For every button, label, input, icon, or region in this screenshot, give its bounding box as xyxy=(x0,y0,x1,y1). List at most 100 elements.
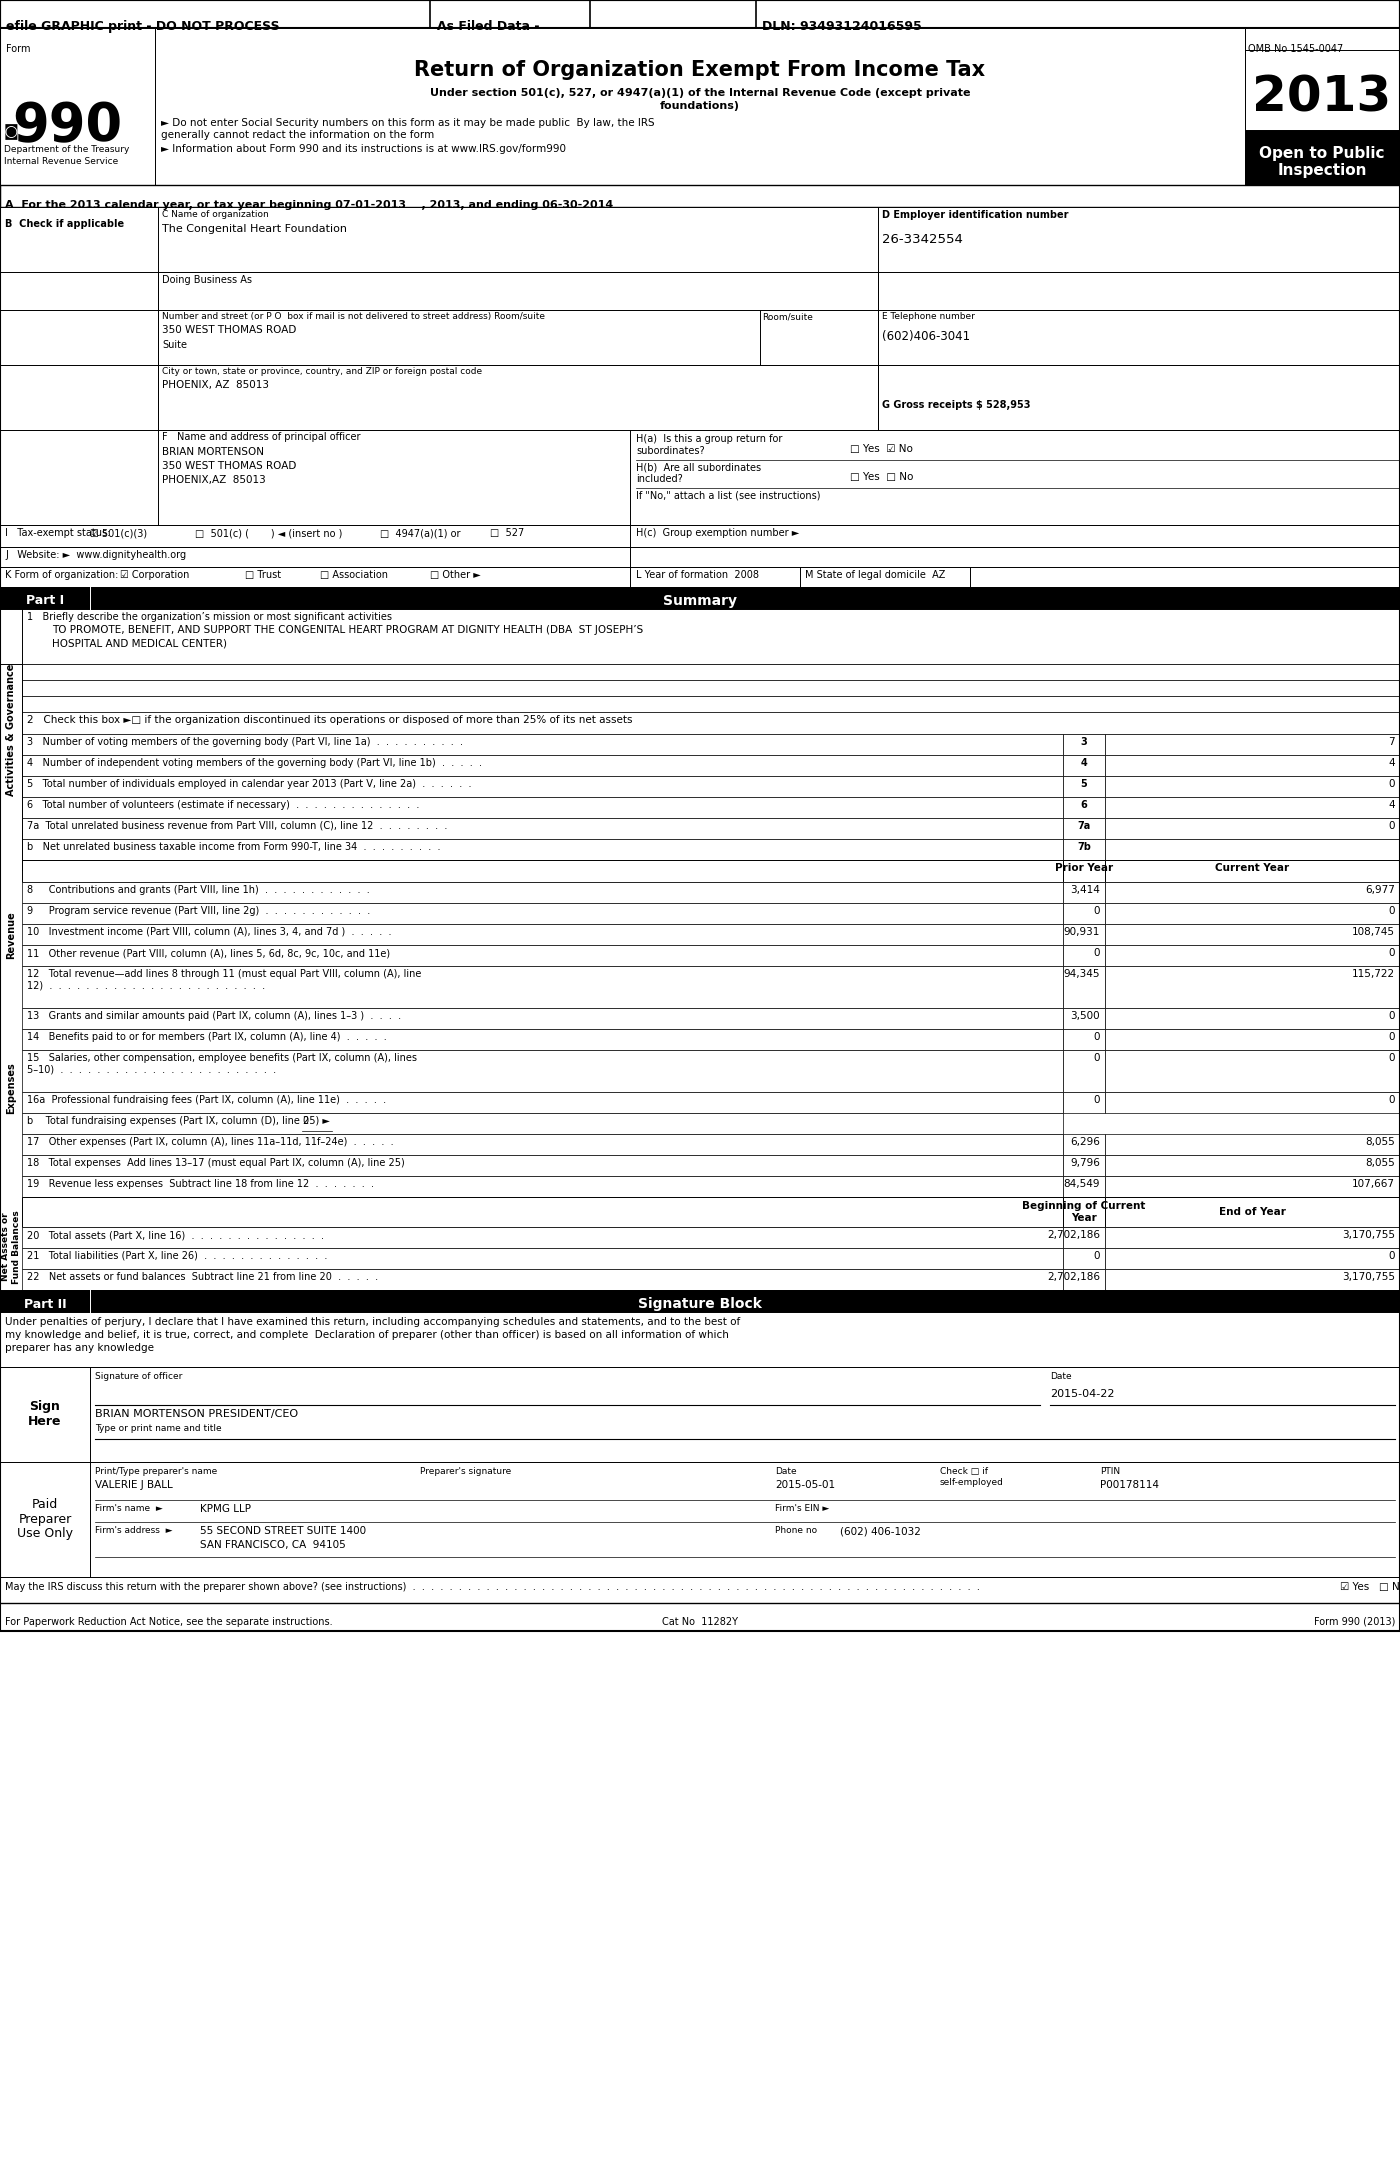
Bar xyxy=(0,0,1400,1632)
Bar xyxy=(22,818,1063,840)
Text: The Congenital Heart Foundation: The Congenital Heart Foundation xyxy=(162,225,347,234)
Text: □ Yes  □ No: □ Yes □ No xyxy=(850,472,913,483)
Text: b    Total fundraising expenses (Part IX, column (D), line 25) ►: b Total fundraising expenses (Part IX, c… xyxy=(27,1117,330,1125)
Text: 6   Total number of volunteers (estimate if necessary)  .  .  .  .  .  .  .  .  : 6 Total number of volunteers (estimate i… xyxy=(27,801,420,809)
Bar xyxy=(0,586,1400,608)
Text: 9,796: 9,796 xyxy=(1070,1158,1100,1169)
Text: □ Trust: □ Trust xyxy=(245,569,281,580)
Bar xyxy=(1063,818,1105,840)
Text: 0: 0 xyxy=(1389,820,1394,831)
Bar xyxy=(22,1134,1063,1156)
Text: 0: 0 xyxy=(1093,1095,1100,1106)
Bar xyxy=(1105,1268,1400,1290)
Text: Net Assets or
Fund Balances: Net Assets or Fund Balances xyxy=(1,1210,21,1283)
Text: self-employed: self-employed xyxy=(939,1478,1004,1487)
Bar xyxy=(1063,777,1105,796)
Bar xyxy=(0,273,1400,309)
Text: As Filed Data -: As Filed Data - xyxy=(437,19,539,32)
Text: 7b: 7b xyxy=(1077,842,1091,853)
Bar xyxy=(1063,1030,1105,1050)
Text: F   Name and address of principal officer: F Name and address of principal officer xyxy=(162,433,361,441)
Text: Beginning of Current: Beginning of Current xyxy=(1022,1201,1145,1212)
Bar xyxy=(22,796,1063,818)
Text: 3,170,755: 3,170,755 xyxy=(1343,1229,1394,1240)
Text: 0: 0 xyxy=(1093,1251,1100,1262)
Text: 0: 0 xyxy=(1389,948,1394,959)
Text: 0: 0 xyxy=(302,1117,308,1125)
Bar xyxy=(22,1008,1063,1030)
Text: Suite: Suite xyxy=(162,340,188,351)
Bar xyxy=(0,28,1400,184)
Text: 2,702,186: 2,702,186 xyxy=(1047,1272,1100,1281)
Text: ☑ 501(c)(3): ☑ 501(c)(3) xyxy=(90,528,147,539)
Text: G Gross receipts $ 528,953: G Gross receipts $ 528,953 xyxy=(882,400,1030,409)
Text: 4: 4 xyxy=(1389,801,1394,809)
Text: 94,345: 94,345 xyxy=(1064,969,1100,978)
Text: Form 990 (2013): Form 990 (2013) xyxy=(1313,1617,1394,1627)
Text: Phone no: Phone no xyxy=(776,1526,818,1534)
Bar xyxy=(1105,1134,1400,1156)
Text: 3   Number of voting members of the governing body (Part VI, line 1a)  .  .  .  : 3 Number of voting members of the govern… xyxy=(27,738,463,747)
Text: Expenses: Expenses xyxy=(6,1063,15,1114)
Bar xyxy=(1063,1249,1105,1268)
Bar xyxy=(1105,965,1400,1008)
Bar xyxy=(1105,1249,1400,1268)
Text: 19   Revenue less expenses  Subtract line 18 from line 12  .  .  .  .  .  .  .: 19 Revenue less expenses Subtract line 1… xyxy=(27,1179,374,1188)
Text: 3,500: 3,500 xyxy=(1071,1011,1100,1021)
Text: 0: 0 xyxy=(1093,948,1100,959)
Text: 115,722: 115,722 xyxy=(1352,969,1394,978)
Text: □  4947(a)(1) or: □ 4947(a)(1) or xyxy=(379,528,461,539)
Text: C Name of organization: C Name of organization xyxy=(162,210,269,219)
Text: SAN FRANCISCO, CA  94105: SAN FRANCISCO, CA 94105 xyxy=(200,1541,346,1549)
Bar xyxy=(22,902,1063,924)
Bar xyxy=(22,1268,1063,1290)
Text: H(c)  Group exemption number ►: H(c) Group exemption number ► xyxy=(636,528,799,539)
Bar xyxy=(1063,1268,1105,1290)
Text: 350 WEST THOMAS ROAD: 350 WEST THOMAS ROAD xyxy=(162,461,297,472)
Bar xyxy=(1105,1175,1400,1197)
Text: TO PROMOTE, BENEFIT, AND SUPPORT THE CONGENITAL HEART PROGRAM AT DIGNITY HEALTH : TO PROMOTE, BENEFIT, AND SUPPORT THE CON… xyxy=(52,625,643,634)
Text: 3,414: 3,414 xyxy=(1070,885,1100,896)
Text: 6,296: 6,296 xyxy=(1070,1136,1100,1147)
Text: Cat No  11282Y: Cat No 11282Y xyxy=(662,1617,738,1627)
Text: 17   Other expenses (Part IX, column (A), lines 11a–11d, 11f–24e)  .  .  .  .  .: 17 Other expenses (Part IX, column (A), … xyxy=(27,1136,393,1147)
Text: Part II: Part II xyxy=(24,1298,66,1311)
Text: VALERIE J BALL: VALERIE J BALL xyxy=(95,1480,172,1491)
Text: PHOENIX, AZ  85013: PHOENIX, AZ 85013 xyxy=(162,381,269,390)
Text: 14   Benefits paid to or for members (Part IX, column (A), line 4)  .  .  .  .  : 14 Benefits paid to or for members (Part… xyxy=(27,1032,386,1043)
Bar xyxy=(1063,965,1105,1008)
Text: BRIAN MORTENSON PRESIDENT/CEO: BRIAN MORTENSON PRESIDENT/CEO xyxy=(95,1409,298,1420)
Bar xyxy=(22,777,1063,796)
Text: preparer has any knowledge: preparer has any knowledge xyxy=(6,1344,154,1352)
Text: A  For the 2013 calendar year, or tax year beginning 07-01-2013    , 2013, and e: A For the 2013 calendar year, or tax yea… xyxy=(6,199,613,210)
Text: generally cannot redact the information on the form: generally cannot redact the information … xyxy=(161,130,434,141)
Text: Revenue: Revenue xyxy=(6,911,15,959)
Text: □ Yes  ☑ No: □ Yes ☑ No xyxy=(850,444,913,454)
Bar xyxy=(22,1050,1063,1093)
Text: If "No," attach a list (see instructions): If "No," attach a list (see instructions… xyxy=(636,489,820,500)
Bar xyxy=(0,567,1400,586)
Bar xyxy=(22,679,1400,697)
Bar xyxy=(1063,1050,1105,1093)
Bar xyxy=(22,1112,1063,1134)
Bar xyxy=(1245,28,1400,184)
Text: my knowledge and belief, it is true, correct, and complete  Declaration of prepa: my knowledge and belief, it is true, cor… xyxy=(6,1331,729,1340)
Bar xyxy=(22,1175,1063,1197)
Bar xyxy=(22,1093,1063,1112)
Bar xyxy=(22,712,1400,734)
Text: 15   Salaries, other compensation, employee benefits (Part IX, column (A), lines: 15 Salaries, other compensation, employe… xyxy=(27,1054,417,1063)
Text: 26-3342554: 26-3342554 xyxy=(882,234,963,247)
Text: May the IRS discuss this return with the preparer shown above? (see instructions: May the IRS discuss this return with the… xyxy=(6,1582,980,1593)
Bar xyxy=(1245,130,1400,184)
Bar xyxy=(0,1290,1400,1311)
Text: Preparer's signature: Preparer's signature xyxy=(420,1467,511,1476)
Bar xyxy=(0,526,1400,547)
Bar xyxy=(22,965,1063,1008)
Text: efile GRAPHIC print - DO NOT PROCESS: efile GRAPHIC print - DO NOT PROCESS xyxy=(6,19,280,32)
Text: 12)  .  .  .  .  .  .  .  .  .  .  .  .  .  .  .  .  .  .  .  .  .  .  .  .: 12) . . . . . . . . . . . . . . . . . . … xyxy=(27,980,265,989)
Text: Room/suite: Room/suite xyxy=(762,312,813,320)
Bar xyxy=(1105,777,1400,796)
Text: ◙: ◙ xyxy=(4,123,18,141)
Text: 0: 0 xyxy=(1389,779,1394,790)
Bar xyxy=(0,208,1400,273)
